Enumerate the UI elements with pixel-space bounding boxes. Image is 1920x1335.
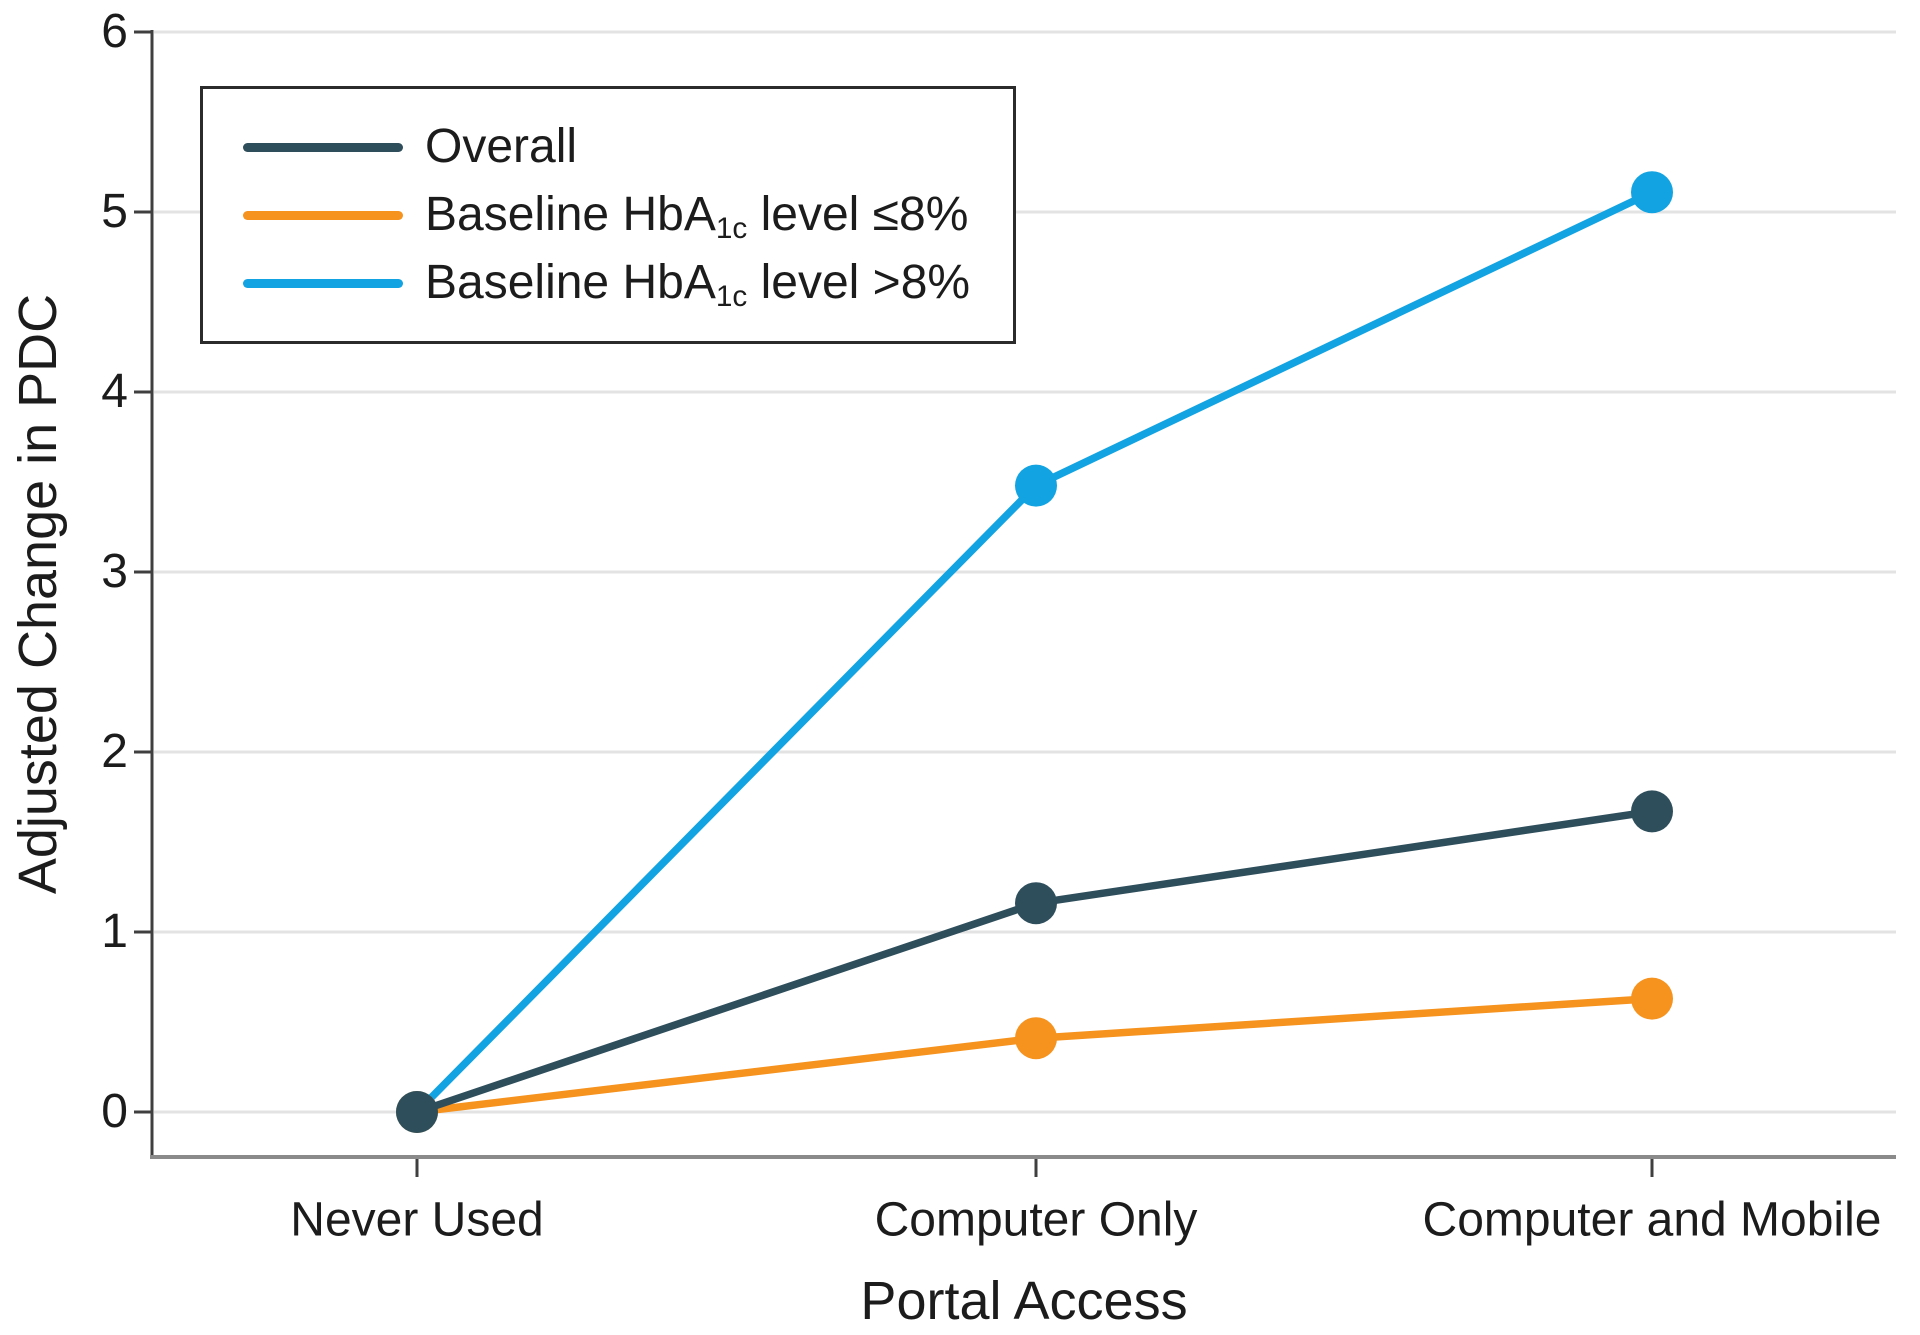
series-marker — [1631, 171, 1673, 214]
legend: Overall Baseline HbA1c level ≤8% Baselin… — [200, 86, 1016, 344]
series-marker — [396, 1091, 438, 1133]
legend-label-hba1c-le-8: Baseline HbA1c level ≤8% — [425, 188, 969, 246]
series-marker — [1015, 1017, 1057, 1060]
legend-swatch-hba1c-le-8 — [243, 210, 403, 220]
series-marker — [1015, 464, 1057, 507]
series-marker — [1015, 882, 1057, 925]
x-tick-label-computer-only: Computer Only — [874, 1193, 1198, 1247]
legend-row-hba1c-le-8: Baseline HbA1c level ≤8% — [203, 181, 1013, 249]
y-tick-label: 6 — [101, 5, 128, 58]
x-tick-label-computer-and-mobile: Computer and Mobile — [1422, 1193, 1882, 1247]
y-axis-title: Adjusted Change in PDC — [8, 293, 68, 895]
series-marker — [1631, 977, 1673, 1020]
y-tick-label: 2 — [101, 725, 128, 778]
legend-row-overall: Overall — [203, 113, 1013, 181]
legend-label-hba1c-gt-8: Baseline HbA1c level >8% — [425, 256, 971, 314]
series-line — [413, 807, 1656, 1116]
y-tick-label: 3 — [101, 545, 128, 598]
legend-swatch-hba1c-gt-8 — [243, 278, 403, 288]
series-marker — [1631, 790, 1673, 833]
y-tick-label: 1 — [101, 905, 128, 958]
legend-swatch-overall — [243, 142, 403, 152]
x-axis-title: Portal Access — [860, 1271, 1188, 1331]
legend-label-overall: Overall — [425, 120, 578, 173]
y-tick-label: 0 — [101, 1085, 128, 1138]
y-tick-label: 5 — [101, 185, 128, 238]
legend-row-hba1c-gt-8: Baseline HbA1c level >8% — [203, 249, 1013, 317]
x-tick-label-never-used: Never Used — [290, 1193, 544, 1247]
y-tick-label: 4 — [101, 365, 128, 418]
